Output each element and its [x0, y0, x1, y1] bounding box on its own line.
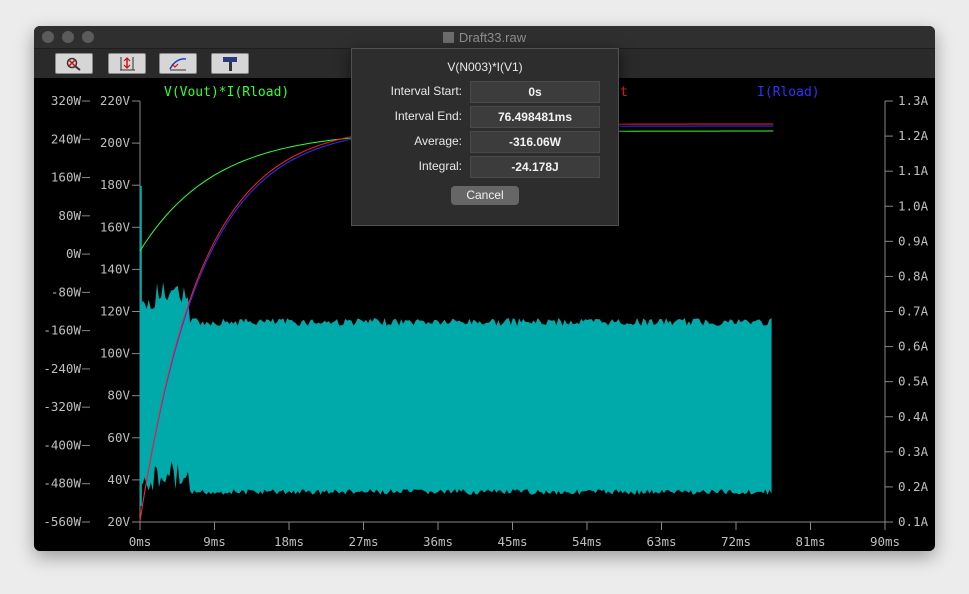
voltage-tick-label: 100V — [100, 346, 131, 361]
curve-icon — [169, 58, 187, 71]
plot-area[interactable]: 320W 240W 160W 80W 0W -80W -160W -240W -320W -400… — [34, 26, 935, 551]
time-tick-label: 54ms — [572, 534, 602, 549]
interval-start-field[interactable]: 0s — [470, 81, 600, 103]
voltage-tick-label: 120V — [100, 304, 131, 319]
time-tick-label: 63ms — [646, 534, 676, 549]
current-tick-label: 1.0A — [898, 198, 929, 213]
time-tick-label: 90ms — [870, 534, 900, 549]
power-tick-label: 240W — [51, 131, 82, 146]
waveform-window: Draft33.raw — [34, 26, 935, 551]
pan-tool-button[interactable] — [211, 53, 249, 74]
power-tick-label: -80W — [51, 284, 82, 299]
zoom-window-button[interactable] — [82, 31, 94, 43]
voltage-tick-label: 180V — [100, 177, 131, 192]
time-tick-label: 9ms — [203, 534, 226, 549]
time-tick-label: 27ms — [348, 534, 378, 549]
dialog-title: V(N003)*I(V1) — [447, 60, 523, 74]
time-tick-label: 72ms — [721, 534, 751, 549]
current-tick-label: 0.8A — [898, 268, 929, 283]
interval-end-label: Interval End: — [394, 109, 462, 123]
power-tick-label: 320W — [51, 93, 82, 108]
mark-tool-button[interactable] — [159, 53, 197, 74]
time-tick-label: 81ms — [795, 534, 825, 549]
power-tick-label: -400W — [43, 437, 81, 452]
trace-label-clipped[interactable]: t — [620, 85, 628, 100]
hammer-icon — [223, 57, 237, 71]
current-tick-label: 0.2A — [898, 479, 929, 494]
magnifier-icon — [66, 57, 81, 71]
window-title-text: Draft33.raw — [458, 30, 527, 45]
average-field[interactable]: -316.06W — [470, 131, 600, 153]
current-tick-label: 1.2A — [898, 128, 929, 143]
zoom-tool-button[interactable] — [55, 53, 93, 74]
power-tick-label: 0W — [66, 246, 82, 261]
voltage-tick-label: 60V — [107, 430, 130, 445]
integral-field[interactable]: -24.178J — [470, 156, 600, 178]
current-tick-label: 1.3A — [898, 93, 929, 108]
trace-label-irload[interactable]: I(Rload) — [757, 85, 820, 100]
power-tick-label: 160W — [51, 170, 82, 185]
power-tick-label: -320W — [43, 399, 81, 414]
voltage-tick-label: 40V — [107, 472, 130, 487]
voltage-tick-label: 20V — [107, 514, 130, 529]
file-icon — [442, 32, 454, 43]
current-tick-label: 0.5A — [898, 374, 929, 389]
voltage-tick-label: 200V — [100, 135, 131, 150]
current-tick-label: 0.9A — [898, 233, 929, 248]
time-tick-label: 45ms — [497, 534, 527, 549]
integral-label: Integral: — [418, 159, 462, 173]
cyan-ripple-trace[interactable] — [140, 282, 772, 495]
power-tick-label: -480W — [43, 476, 81, 491]
close-window-button[interactable] — [42, 31, 54, 43]
power-tick-label: 80W — [58, 208, 81, 223]
power-tick-label: -240W — [43, 361, 81, 376]
voltage-tick-label: 140V — [100, 261, 131, 276]
current-tick-label: 0.1A — [898, 514, 929, 529]
average-label: Average: — [414, 134, 462, 148]
voltage-tick-label: 80V — [107, 388, 130, 403]
integral-dialog: V(N003)*I(V1) Interval Start: 0s Interva… — [351, 48, 619, 226]
voltage-tick-label: 160V — [100, 219, 131, 234]
interval-end-field[interactable]: 76.498481ms — [470, 106, 600, 128]
trace-label-vout-power[interactable]: V(Vout)*I(Rload) — [164, 85, 289, 100]
current-tick-label: 0.6A — [898, 339, 929, 354]
autorange-tool-button[interactable] — [108, 53, 146, 74]
current-tick-label: 1.1A — [898, 163, 929, 178]
current-tick-label: 0.3A — [898, 444, 929, 459]
autorange-icon — [120, 57, 135, 71]
power-tick-label: -160W — [43, 323, 81, 338]
time-tick-label: 0ms — [129, 534, 152, 549]
power-tick-label: -560W — [43, 514, 81, 529]
window-title: Draft33.raw — [34, 30, 935, 45]
current-tick-label: 0.7A — [898, 304, 929, 319]
current-tick-label: 0.4A — [898, 409, 929, 424]
voltage-tick-label: 220V — [100, 93, 131, 108]
minimize-window-button[interactable] — [62, 31, 74, 43]
cancel-button[interactable]: Cancel — [451, 186, 519, 205]
interval-start-label: Interval Start: — [390, 84, 462, 98]
time-tick-label: 36ms — [423, 534, 453, 549]
time-tick-label: 18ms — [274, 534, 304, 549]
